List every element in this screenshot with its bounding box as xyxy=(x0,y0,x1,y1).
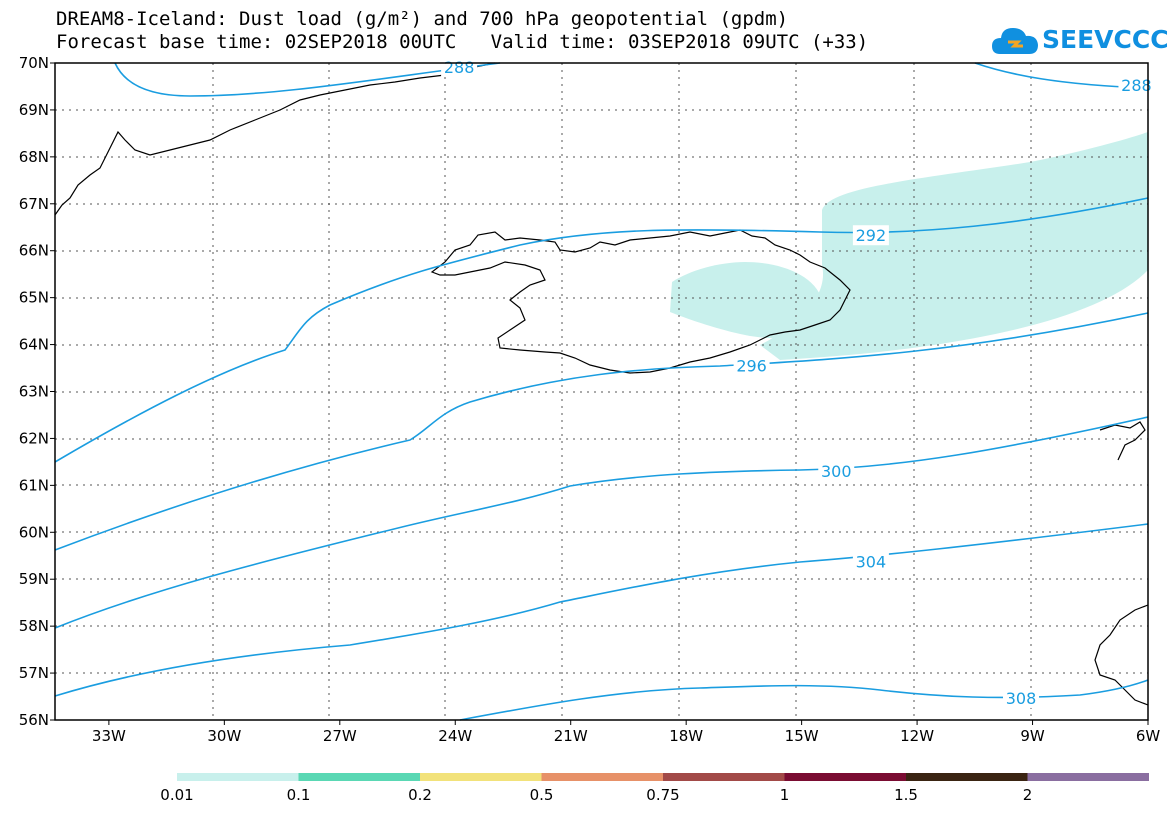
colorbar-label: 2 xyxy=(1023,786,1033,804)
lon-label: 15W xyxy=(785,727,819,745)
colorbar-label: 0.2 xyxy=(408,786,432,804)
lon-label: 6W xyxy=(1136,727,1161,745)
contour-296 xyxy=(54,312,1149,551)
colorbar xyxy=(177,773,1149,781)
lat-label: 60N xyxy=(19,523,49,541)
lon-label: 33W xyxy=(92,727,126,745)
lat-label: 62N xyxy=(19,429,49,447)
iceland-coast xyxy=(430,229,851,374)
lat-label: 61N xyxy=(19,476,49,494)
scotland-coast xyxy=(1094,604,1149,706)
contour-label: 288 xyxy=(444,58,475,77)
dust-load-area xyxy=(670,132,1148,360)
contour-288-west xyxy=(114,62,501,97)
lat-label: 70N xyxy=(19,54,49,72)
lat-label: 57N xyxy=(19,664,49,682)
greenland-coast xyxy=(54,62,496,216)
contour-label: 296 xyxy=(736,357,767,376)
contour-label-bg xyxy=(852,551,889,572)
cloud-icon xyxy=(992,28,1038,54)
lon-label: 12W xyxy=(900,727,934,745)
longitude-labels: 33W 30W 27W 24W 21W 18W 15W 12W 9W 6W xyxy=(92,720,1160,745)
colorbar-label: 1 xyxy=(780,786,790,804)
contour-label: 308 xyxy=(1006,689,1037,708)
contour-label-bg xyxy=(441,56,478,77)
lat-label: 63N xyxy=(19,383,49,401)
lon-label: 27W xyxy=(323,727,357,745)
contour-308 xyxy=(459,679,1149,721)
graticule xyxy=(55,63,1148,720)
lat-label: 58N xyxy=(19,617,49,635)
logo-text: SEEVCCC xyxy=(1042,25,1169,54)
lon-label: 18W xyxy=(669,727,703,745)
latitude-labels: 70N 69N 68N 67N 66N 65N 64N 63N 62N 61N 60N 59N 58N 5… xyxy=(19,54,55,729)
lat-label: 68N xyxy=(19,148,49,166)
colorbar-swatch xyxy=(784,773,906,781)
colorbar-swatch xyxy=(906,773,1028,781)
forecast-time-line: Forecast base time: 02SEP2018 00UTC Vali… xyxy=(56,31,869,53)
contour-label-bg xyxy=(852,225,889,246)
chart-title: DREAM8-Iceland: Dust load (g/m²) and 700… xyxy=(56,8,789,30)
colorbar-label: 0.01 xyxy=(160,786,193,804)
lon-label: 30W xyxy=(207,727,241,745)
lat-label: 69N xyxy=(19,101,49,119)
coastlines xyxy=(54,62,1149,706)
lat-label: 66N xyxy=(19,242,49,260)
lon-label: 21W xyxy=(554,727,588,745)
contour-label: 304 xyxy=(856,552,887,571)
lat-label: 65N xyxy=(19,289,49,307)
colorbar-swatch xyxy=(541,773,663,781)
lat-label: 59N xyxy=(19,570,49,588)
colorbar-swatch xyxy=(663,773,785,781)
contour-288-east xyxy=(974,62,1149,89)
colorbar-swatch xyxy=(1027,773,1149,781)
lat-label: 64N xyxy=(19,336,49,354)
contour-labels: 288 288 292 296 300 304 308 xyxy=(441,56,1155,708)
colorbar-label: 0.1 xyxy=(287,786,311,804)
lat-label: 56N xyxy=(19,711,49,729)
contour-label: 288 xyxy=(1121,76,1152,95)
colorbar-label: 0.75 xyxy=(646,786,679,804)
colorbar-swatch xyxy=(177,773,299,781)
colorbar-swatch xyxy=(420,773,542,781)
contour-label: 292 xyxy=(856,226,887,245)
contour-label-bg xyxy=(1002,687,1039,708)
lat-label: 67N xyxy=(19,195,49,213)
contour-304 xyxy=(54,523,1149,697)
contour-label-bg xyxy=(733,355,770,376)
seevccc-logo: SEEVCCC xyxy=(990,22,1169,58)
geopotential-contours xyxy=(54,62,1149,721)
contour-label-bg xyxy=(818,460,855,481)
colorbar-label: 0.5 xyxy=(530,786,554,804)
lon-label: 24W xyxy=(438,727,472,745)
colorbar-swatch xyxy=(298,773,420,781)
colorbar-labels: 0.01 0.1 0.2 0.5 0.75 1 1.5 2 xyxy=(160,786,1032,804)
contour-292 xyxy=(54,197,1149,463)
contour-300 xyxy=(54,416,1149,629)
lon-label: 9W xyxy=(1020,727,1045,745)
faroe-shetland-coast xyxy=(1099,421,1146,461)
contour-label-bg xyxy=(1118,75,1155,96)
contour-label: 300 xyxy=(821,462,852,481)
colorbar-label: 1.5 xyxy=(894,786,918,804)
